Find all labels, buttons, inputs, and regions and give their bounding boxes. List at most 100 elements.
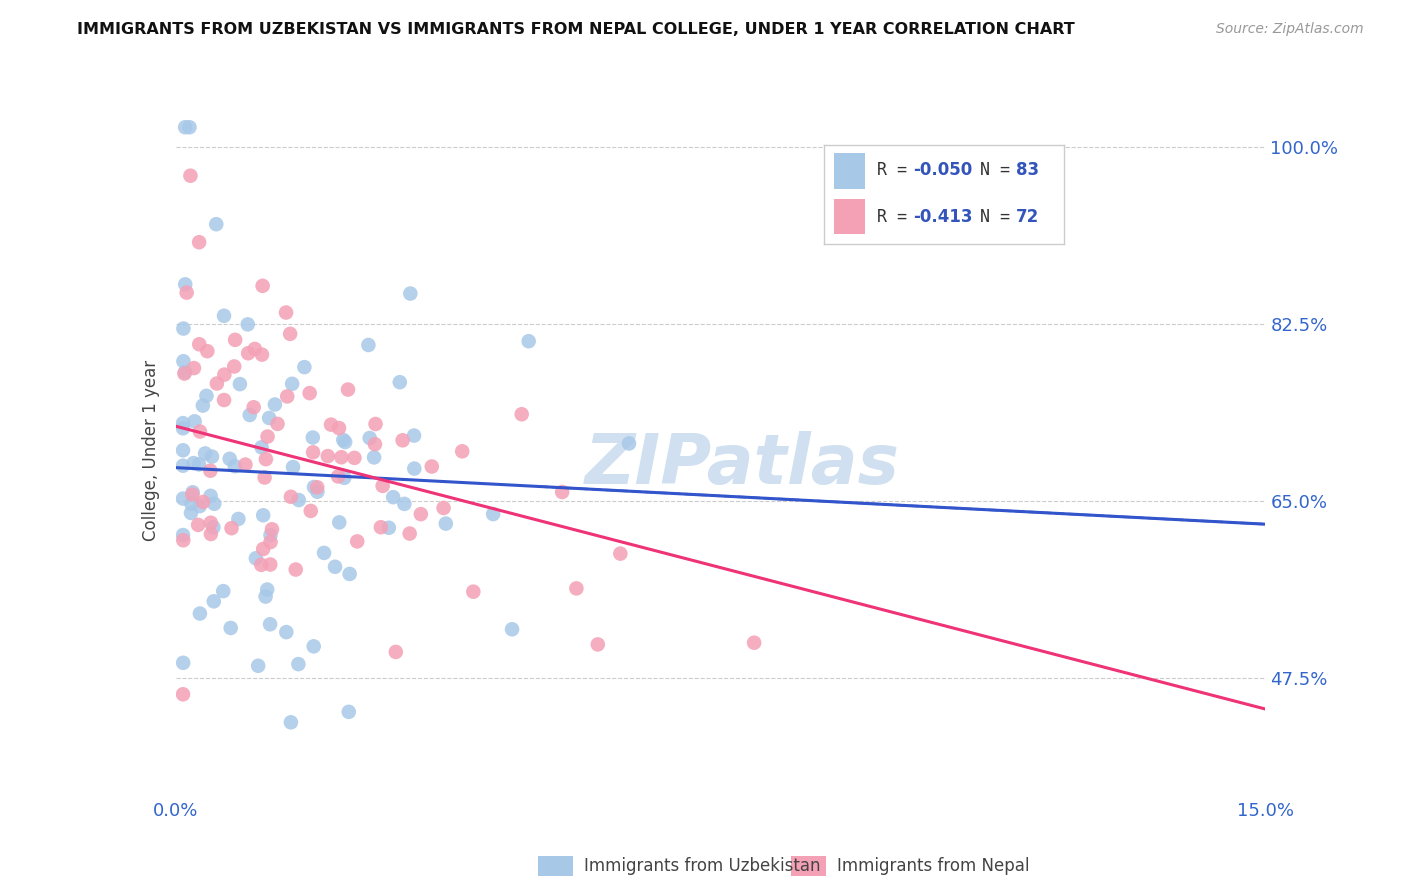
Point [319, 417, 342, 432]
Point [252, 508, 274, 523]
Point [218, 451, 240, 466]
Point [257, 411, 280, 425]
Point [364, 437, 387, 451]
Point [284, 562, 307, 576]
Point [194, 446, 217, 460]
Point [371, 479, 394, 493]
Point [328, 516, 350, 530]
Text: -0.413: -0.413 [912, 208, 973, 226]
Point [212, 392, 235, 407]
Point [253, 470, 276, 484]
Point [224, 333, 246, 347]
Point [259, 535, 281, 549]
Point [399, 286, 422, 301]
Point [180, 497, 202, 511]
Point [298, 386, 321, 401]
Point [404, 461, 426, 475]
Text: R =: R = [877, 208, 917, 226]
Text: 72: 72 [1017, 208, 1039, 226]
Point [510, 407, 533, 421]
Point [256, 582, 278, 597]
Point [239, 408, 262, 422]
Point [378, 521, 401, 535]
Point [302, 640, 325, 654]
Point [242, 401, 264, 415]
Text: Immigrants from Nepal: Immigrants from Nepal [838, 857, 1029, 875]
Point [274, 305, 297, 319]
Point [330, 450, 353, 465]
Point [287, 657, 309, 672]
Point [179, 169, 201, 183]
Point [292, 360, 315, 375]
Text: 83: 83 [1017, 161, 1039, 179]
Point [551, 485, 574, 500]
Point [235, 458, 257, 472]
Point [172, 491, 194, 506]
Point [172, 421, 194, 435]
Point [181, 485, 204, 500]
Point [247, 658, 270, 673]
Point [307, 480, 329, 494]
Point [188, 607, 211, 621]
Text: N =: N = [980, 161, 1019, 179]
Point [343, 450, 366, 465]
Point [609, 547, 631, 561]
Point [302, 480, 325, 494]
Point [323, 559, 346, 574]
Point [254, 590, 277, 604]
Point [278, 326, 301, 341]
Point [517, 334, 540, 349]
Point [391, 434, 413, 448]
Point [172, 687, 194, 701]
Point [259, 558, 281, 572]
Point [394, 497, 416, 511]
Point [307, 484, 329, 499]
Point [243, 342, 266, 356]
Point [252, 278, 274, 293]
Point [191, 495, 214, 509]
Point [501, 622, 523, 636]
Point [202, 497, 225, 511]
Point [281, 460, 304, 475]
Point [264, 397, 287, 411]
Point [181, 487, 204, 501]
Point [188, 235, 211, 250]
Point [617, 436, 640, 450]
Point [346, 534, 368, 549]
Point [252, 541, 274, 556]
Point [202, 520, 225, 534]
Point [434, 516, 457, 531]
Point [188, 425, 211, 439]
Bar [834, 153, 865, 188]
Point [385, 645, 408, 659]
Point [224, 459, 246, 474]
Point [212, 584, 235, 599]
Point [280, 715, 302, 730]
Point [259, 617, 281, 632]
Point [224, 359, 246, 374]
Point [409, 507, 432, 521]
Point [280, 490, 302, 504]
Point [326, 469, 349, 483]
Point [250, 440, 273, 454]
Point [370, 520, 392, 534]
Y-axis label: College, Under 1 year: College, Under 1 year [142, 359, 160, 541]
Point [183, 361, 205, 376]
Point [188, 499, 211, 513]
Point [229, 377, 252, 392]
Point [382, 490, 405, 504]
Point [254, 452, 277, 467]
Point [250, 348, 273, 362]
Point [312, 546, 335, 560]
Point [451, 444, 474, 458]
Point [183, 414, 205, 428]
Point [398, 526, 420, 541]
Point [200, 464, 222, 478]
Point [420, 459, 443, 474]
Point [202, 594, 225, 608]
Point [363, 450, 385, 465]
Point [195, 344, 218, 359]
Point [188, 337, 211, 351]
Point [172, 416, 194, 430]
Point [172, 458, 194, 473]
